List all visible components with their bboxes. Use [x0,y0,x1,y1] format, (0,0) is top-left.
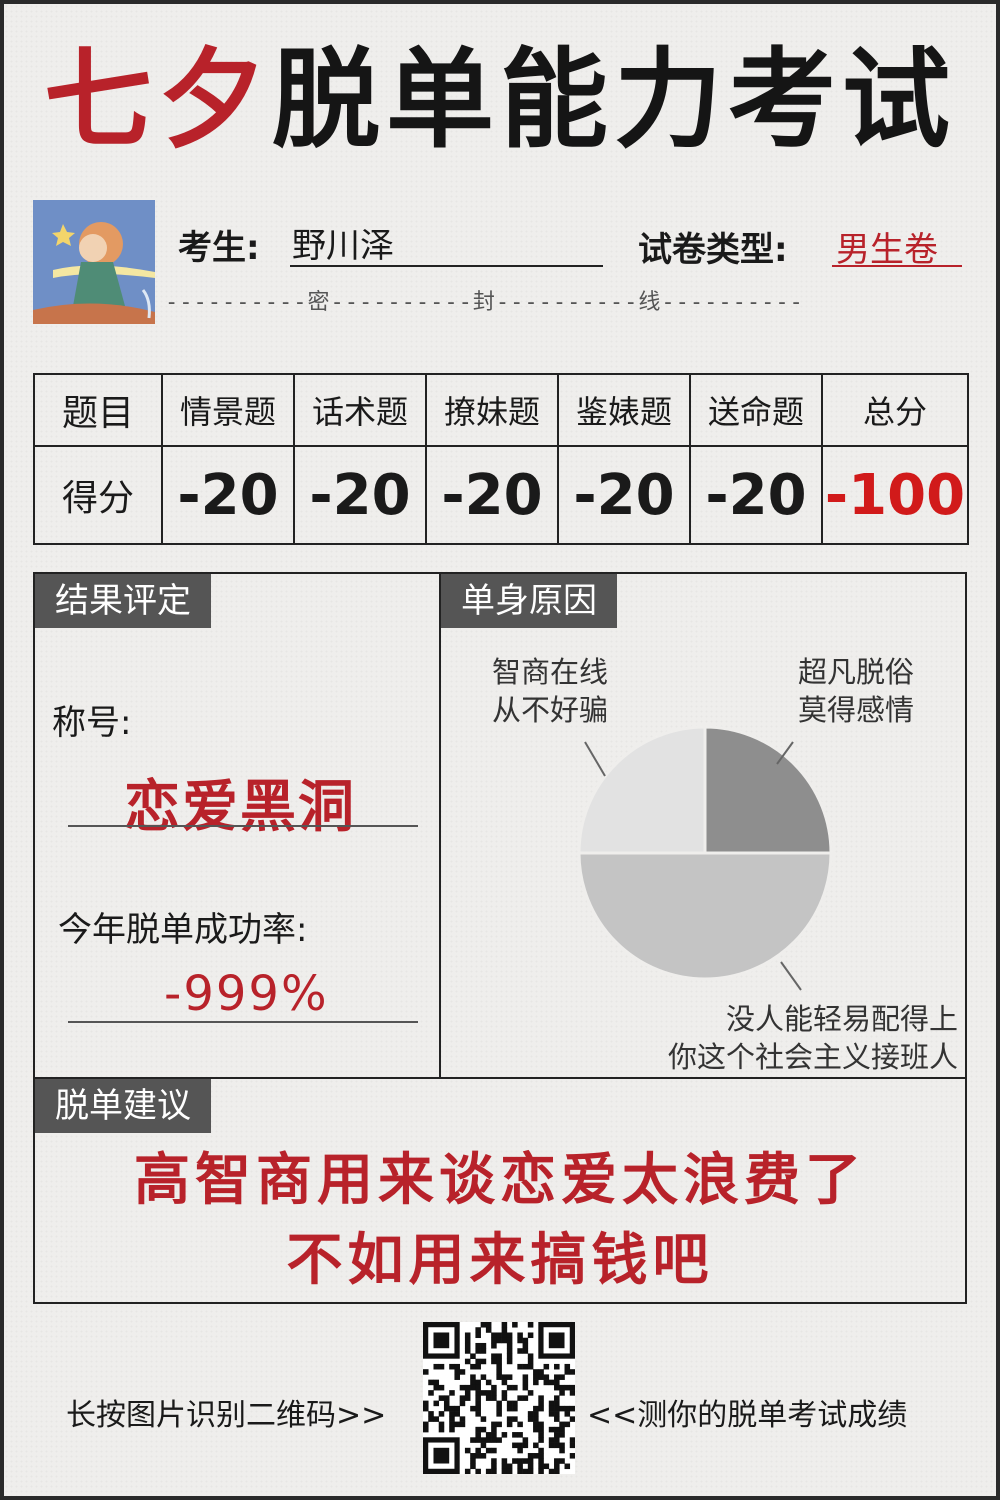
pie-slice-2 [577,725,707,855]
seal-line: ----------密----------封----------线-------… [165,290,804,315]
total-score: -100 [821,445,969,545]
pie-slice-0 [703,725,833,855]
examinee-underline [290,265,603,267]
pie-label-line: 智商在线 [492,655,609,689]
result-tag: 结果评定 [35,574,211,628]
examinee-label: 考生: [178,228,260,268]
header-cell-speech: 话术题 [293,373,427,447]
reasons-tag: 单身原因 [441,574,617,628]
rate-underline [68,1021,418,1023]
footer-left-text: 长按图片识别二维码>> [66,1398,387,1433]
pie-label-line: 你这个社会主义接班人 [667,1040,958,1074]
header-cell-scenario: 情景题 [161,373,295,447]
score-table: 题目 情景题 话术题 撩妹题 鉴婊题 送命题 总分 得分 -20 -20 -20… [33,373,969,545]
divider-horizontal [33,1077,967,1079]
title-value: 恋爱黑洞 [124,774,356,840]
score-value: -20 [425,445,559,545]
rate-label: 今年脱单成功率: [58,910,308,950]
leader-line-bottom [780,961,802,991]
score-value: -20 [557,445,691,545]
leader-line-top-right [776,741,794,765]
title-underline [68,825,418,827]
rate-value: -999% [164,966,329,1022]
examinee-name: 野川泽 [292,226,394,266]
pie-label-top-left: 智商在线 从不好骗 [492,653,608,729]
header-cell-deadly: 送命题 [689,373,823,447]
score-header-row: 题目 情景题 话术题 撩妹题 鉴婊题 送命题 总分 [33,373,969,447]
little-prince-avatar-icon [33,200,155,324]
paper-type-label: 试卷类型: [638,230,788,270]
advice-tag: 脱单建议 [35,1079,211,1133]
pie-label-line: 没人能轻易配得上 [725,1002,958,1036]
header-cell-total: 总分 [821,373,969,447]
pie-label-line: 莫得感情 [798,693,915,727]
pie-label-line: 超凡脱俗 [798,655,915,689]
leader-line-top-left [584,741,606,777]
paper-type-underline [832,265,962,267]
qr-code-icon [423,1322,576,1475]
avatar [33,200,155,324]
footer-right-text: <<测你的脱单考试成绩 [587,1398,908,1433]
title-red-part: 七夕 [43,37,272,163]
qr-code[interactable] [423,1322,576,1475]
score-value: -20 [161,445,295,545]
advice-line-2: 不如用来搞钱吧 [286,1227,714,1293]
header-cell-flirt: 撩妹题 [425,373,559,447]
pie-label-top-right: 超凡脱俗 莫得感情 [798,653,914,729]
score-value-row: 得分 -20 -20 -20 -20 -20 -100 [33,445,969,545]
paper-type-value: 男生卷 [836,230,938,270]
pie-label-bottom: 没人能轻易配得上 你这个社会主义接班人 [640,1000,958,1076]
advice-line-1: 高智商用来谈恋爱太浪费了 [134,1147,866,1213]
reasons-pie-chart [577,725,833,991]
score-value: -20 [689,445,823,545]
page-title: 七夕脱单能力考试 [0,40,1000,161]
title-black-part: 脱单能力考试 [272,38,957,163]
divider-vertical [439,572,441,1078]
advice-text: 高智商用来谈恋爱太浪费了 不如用来搞钱吧 [33,1140,967,1300]
title-label: 称号: [52,703,132,743]
score-value: -20 [293,445,427,545]
pie-label-line: 从不好骗 [492,693,609,727]
header-cell-topic: 题目 [33,373,163,447]
pie-slice-1 [577,851,833,981]
header-cell-judge: 鉴婊题 [557,373,691,447]
row-label-score: 得分 [33,445,163,545]
result-box [33,572,967,1304]
